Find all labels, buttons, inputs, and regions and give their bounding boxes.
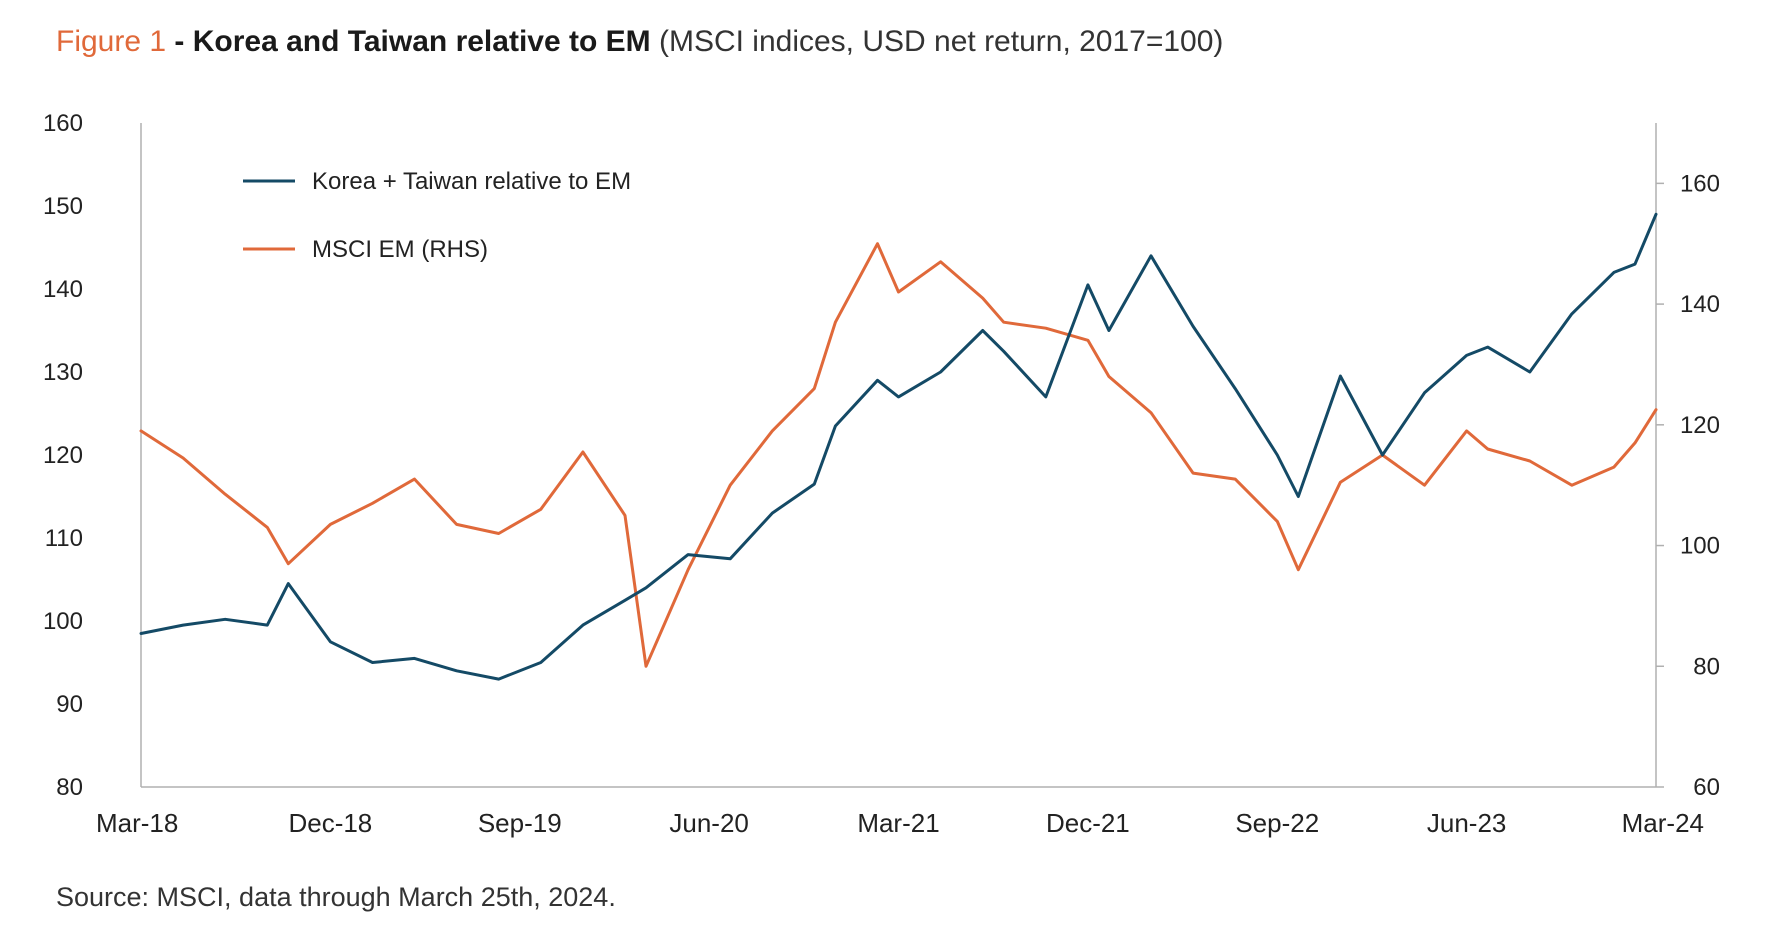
x-tick-label: Mar-21 [857,808,939,838]
y-right-tick-label: 120 [1680,412,1720,439]
x-tick-label: Jun-23 [1427,808,1507,838]
y-right-tick-label: 140 [1680,291,1720,318]
legend-label: MSCI EM (RHS) [312,236,488,263]
chart-title: Figure 1 - Korea and Taiwan relative to … [56,22,1223,62]
series-line-msci-em [139,242,1658,668]
y-right-tick-label: 100 [1680,533,1720,560]
x-tick-label: Mar-18 [96,808,178,838]
y-left-tick-label: 150 [43,193,83,220]
figure-label: Figure 1 [56,25,167,58]
y-left-tick-label: 140 [43,276,83,303]
y-right-tick-label: 80 [1693,653,1720,680]
x-tick-label: Dec-21 [1046,808,1130,838]
x-tick-label: Jun-20 [669,808,749,838]
x-tick-label: Sep-22 [1235,808,1319,838]
title-main: Korea and Taiwan relative to EM [192,25,651,58]
y-right-tick-label: 160 [1680,170,1720,197]
x-tick-label: Mar-24 [1622,808,1704,838]
y-right-tick-label: 60 [1693,774,1720,801]
legend-label: Korea + Taiwan relative to EM [312,168,631,195]
source-note: Source: MSCI, data through March 25th, 2… [56,882,616,912]
line-chart: 80 90 100 110 120 130 140 150 160 60 80 100 120 140 16… [43,110,1720,838]
y-left-tick-label: 160 [43,110,83,137]
y-left-tick-label: 100 [43,608,83,635]
y-left-tick-label: 130 [43,359,83,386]
series-line-korea-taiwan [139,212,1658,681]
y-left-tick-label: 80 [56,774,83,801]
y-left-tick-label: 110 [45,525,83,552]
x-tick-label: Dec-18 [288,808,372,838]
x-tick-label: Sep-19 [478,808,562,838]
y-left-tick-label: 90 [56,691,83,718]
title-subtitle: (MSCI indices, USD net return, 2017=100) [650,25,1224,58]
title-separator: - [166,25,193,58]
y-left-tick-label: 120 [43,442,83,469]
